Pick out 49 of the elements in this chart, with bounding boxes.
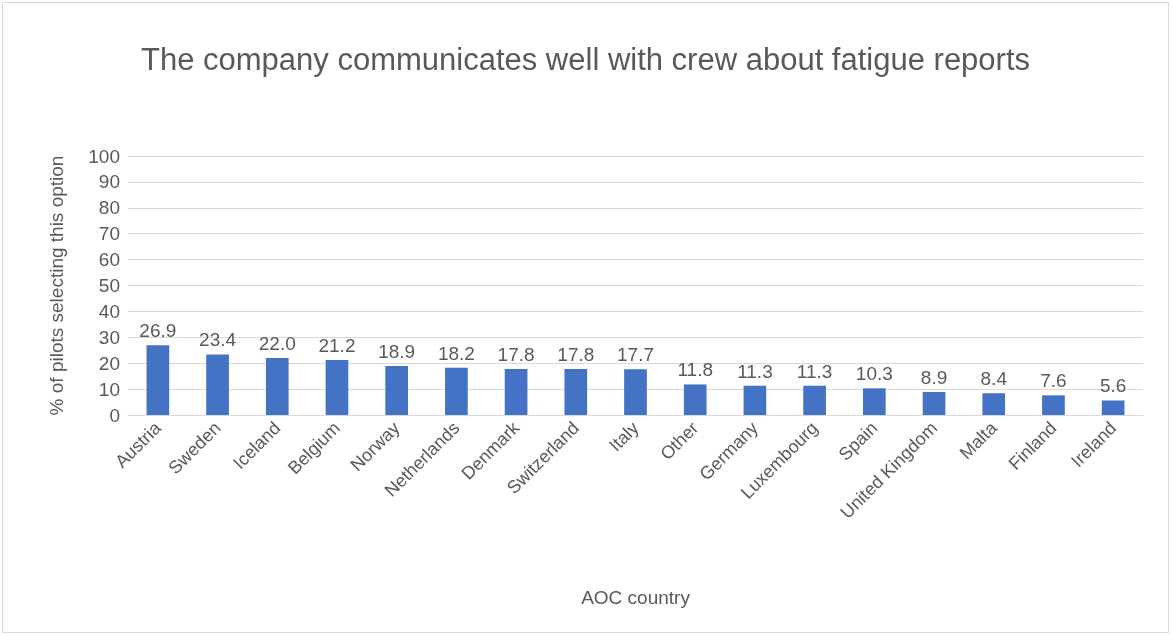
bar — [862, 388, 886, 415]
x-tick-label: Italy — [605, 417, 643, 456]
y-tick-label: 0 — [109, 404, 120, 426]
data-label: 17.7 — [617, 344, 654, 366]
data-label: 11.3 — [796, 360, 833, 382]
x-axis-title: AOC country — [581, 587, 691, 608]
data-label: 17.8 — [497, 343, 535, 365]
data-label: 26.9 — [139, 320, 177, 342]
bar — [803, 385, 826, 415]
bar — [385, 366, 409, 415]
bar — [1042, 395, 1065, 415]
y-tick-label: 50 — [98, 275, 120, 296]
y-tick-label: 80 — [98, 197, 120, 219]
bar — [504, 368, 528, 415]
y-tick-label: 90 — [98, 171, 120, 193]
bar — [1101, 400, 1125, 415]
bar — [146, 345, 170, 415]
bar — [922, 391, 946, 415]
y-tick-label: 10 — [98, 378, 120, 400]
bar — [683, 384, 707, 415]
y-tick-label: 60 — [98, 249, 120, 271]
bar — [265, 358, 289, 415]
bar — [206, 354, 229, 415]
data-label: 11.3 — [737, 360, 773, 382]
data-label: 23.4 — [199, 329, 237, 351]
data-label: 22.0 — [258, 333, 296, 355]
y-tick-label: 70 — [98, 223, 120, 245]
data-label: 10.3 — [855, 363, 893, 385]
data-label: 17.8 — [557, 343, 595, 365]
y-axis-title: % of pilots selecting this option — [46, 155, 67, 416]
y-tick-label: 20 — [98, 352, 120, 374]
data-label: 8.9 — [920, 366, 948, 388]
chart-title: The company communicates well with crew about fatigue reports — [140, 41, 1031, 77]
y-tick-label: 40 — [98, 300, 120, 322]
bar — [564, 368, 588, 415]
y-tick-label: 100 — [88, 145, 120, 167]
data-label: 18.9 — [378, 341, 416, 363]
bar — [445, 367, 468, 415]
bar — [982, 393, 1006, 415]
bar — [325, 360, 349, 415]
data-label: 11.8 — [677, 359, 713, 381]
data-label: 21.2 — [318, 335, 356, 357]
data-label: 18.2 — [437, 342, 475, 364]
data-label: 8.4 — [980, 368, 1008, 390]
data-label: 7.6 — [1040, 370, 1067, 392]
data-label: 5.6 — [1099, 375, 1127, 397]
y-tick-label: 30 — [98, 326, 120, 348]
bar — [624, 369, 647, 415]
bar — [743, 385, 767, 415]
